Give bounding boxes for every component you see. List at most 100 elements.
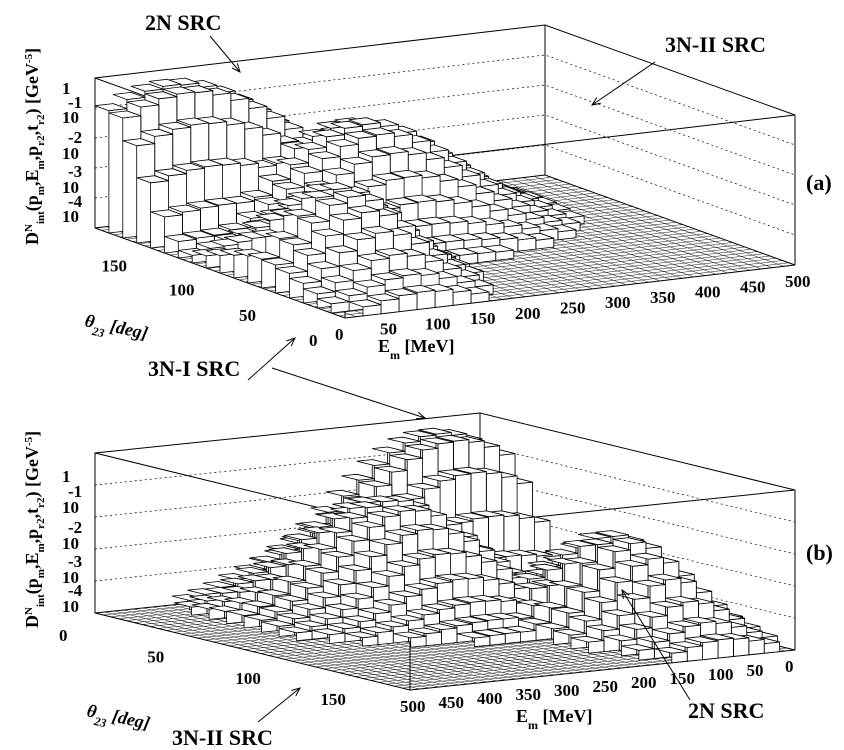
bar-top-face xyxy=(338,564,372,572)
ztick-labels-b: 1 10 -1 10 -2 10 -3 10 -4 xyxy=(62,467,83,616)
zlabel-a: DNint(pm,Em,pr2,tr2) [GeV-5] xyxy=(22,48,47,245)
bar-front-face xyxy=(748,639,765,656)
bar-top-face xyxy=(402,552,436,560)
bar xyxy=(654,646,688,664)
bar-top-face xyxy=(551,606,585,614)
bar-top-face xyxy=(172,162,205,171)
bar-top-face xyxy=(356,581,390,589)
bar-top-face xyxy=(375,620,409,628)
floor-gridline xyxy=(499,180,751,271)
z-gridline xyxy=(94,54,796,146)
bar-top-face xyxy=(186,200,219,209)
bar-top-face xyxy=(387,436,421,444)
bar-top-face xyxy=(329,212,362,221)
bar-top-face xyxy=(290,165,323,174)
bar-top-face xyxy=(389,453,423,461)
bar xyxy=(348,299,382,317)
bar xyxy=(408,627,442,647)
bar-top-face xyxy=(322,167,355,176)
bar-top-face xyxy=(276,157,309,166)
bar-top-face xyxy=(253,561,287,569)
bar-top-face xyxy=(307,591,341,599)
bar-top-face xyxy=(344,631,378,639)
arrow-3n-ii-src-a xyxy=(591,61,656,106)
bar-top-face xyxy=(176,117,209,126)
ztick-label: 10 xyxy=(62,108,79,127)
bar-top-face xyxy=(533,601,567,609)
bar-top-face xyxy=(318,526,352,534)
bar-top-face xyxy=(220,577,254,585)
bar-front-face xyxy=(588,640,605,654)
bar-top-face xyxy=(237,574,271,582)
bar-top-face xyxy=(650,600,684,608)
bar-top-face xyxy=(259,605,293,613)
bar-top-face xyxy=(323,578,357,586)
bar-top-face xyxy=(518,617,552,625)
bar-top-face xyxy=(289,275,322,284)
bar-top-face xyxy=(279,626,313,634)
bar-front-face xyxy=(686,645,703,662)
bar xyxy=(463,245,497,264)
bar-top-face xyxy=(545,548,579,556)
bar-top-face xyxy=(292,603,326,610)
xtick-label: 350 xyxy=(650,288,676,307)
bar-top-face xyxy=(406,608,440,616)
bar xyxy=(327,622,361,643)
bar-top-face xyxy=(470,510,504,518)
bar-top-face xyxy=(158,121,191,130)
bar xyxy=(586,624,620,653)
bar xyxy=(360,626,394,646)
arrow-3n-i-src-a xyxy=(247,337,296,381)
bar-top-face xyxy=(325,603,359,611)
arrow-2n-src-b-head xyxy=(621,588,630,599)
ztick-label: -3 xyxy=(68,552,82,571)
bar-front-face xyxy=(380,298,400,315)
bar-top-face xyxy=(454,616,488,624)
xtick-label: 400 xyxy=(477,689,503,708)
bar-top-face xyxy=(168,204,201,213)
bar-top-face xyxy=(371,272,404,281)
bar-front-face xyxy=(733,637,750,657)
bar xyxy=(456,631,491,648)
bar-top-face xyxy=(204,197,237,206)
bar-top-face xyxy=(321,275,354,284)
ylabel-b: θ23 [deg] xyxy=(84,700,152,739)
ytick-label: 0 xyxy=(309,331,318,350)
xtick-label: 300 xyxy=(554,681,580,700)
bar-top-face xyxy=(154,168,187,177)
bar-top-face xyxy=(265,230,298,239)
bar-front-face xyxy=(398,293,418,313)
bar xyxy=(685,636,719,661)
arrow-3n-ii-src-b-head xyxy=(291,687,301,697)
xtick-label: 400 xyxy=(695,283,721,302)
bar-top-face xyxy=(226,609,260,616)
bar xyxy=(669,641,703,662)
bar-top-face xyxy=(418,427,452,435)
bar-top-face xyxy=(632,579,666,587)
bar-top-face xyxy=(303,543,337,550)
bar xyxy=(384,288,418,313)
bar-top-face xyxy=(615,559,649,567)
bar-top-face xyxy=(288,559,322,567)
ztick-label: -1 xyxy=(68,93,82,112)
bar-top-face xyxy=(417,548,451,556)
bar-top-face xyxy=(316,512,350,520)
bar-top-face xyxy=(634,610,668,618)
bar-top-face xyxy=(344,130,377,139)
bar-top-face xyxy=(619,623,653,630)
bar-top-face xyxy=(325,489,359,497)
xtick-label: 0 xyxy=(335,325,344,344)
bar-top-face xyxy=(654,646,688,654)
bar-top-face xyxy=(261,257,294,266)
bar-top-face xyxy=(341,473,375,481)
bar-top-face xyxy=(612,537,646,545)
bar-top-face xyxy=(437,598,471,606)
bar-top-face xyxy=(351,521,385,528)
ylabel-a: θ23 [deg] xyxy=(82,310,150,349)
bar-top-face xyxy=(584,596,618,604)
bar-top-face xyxy=(261,619,295,627)
ztick-label: 10 xyxy=(62,144,79,163)
bar-top-face xyxy=(148,78,182,87)
bar-top-face xyxy=(330,120,363,129)
bar-top-face xyxy=(272,575,306,583)
